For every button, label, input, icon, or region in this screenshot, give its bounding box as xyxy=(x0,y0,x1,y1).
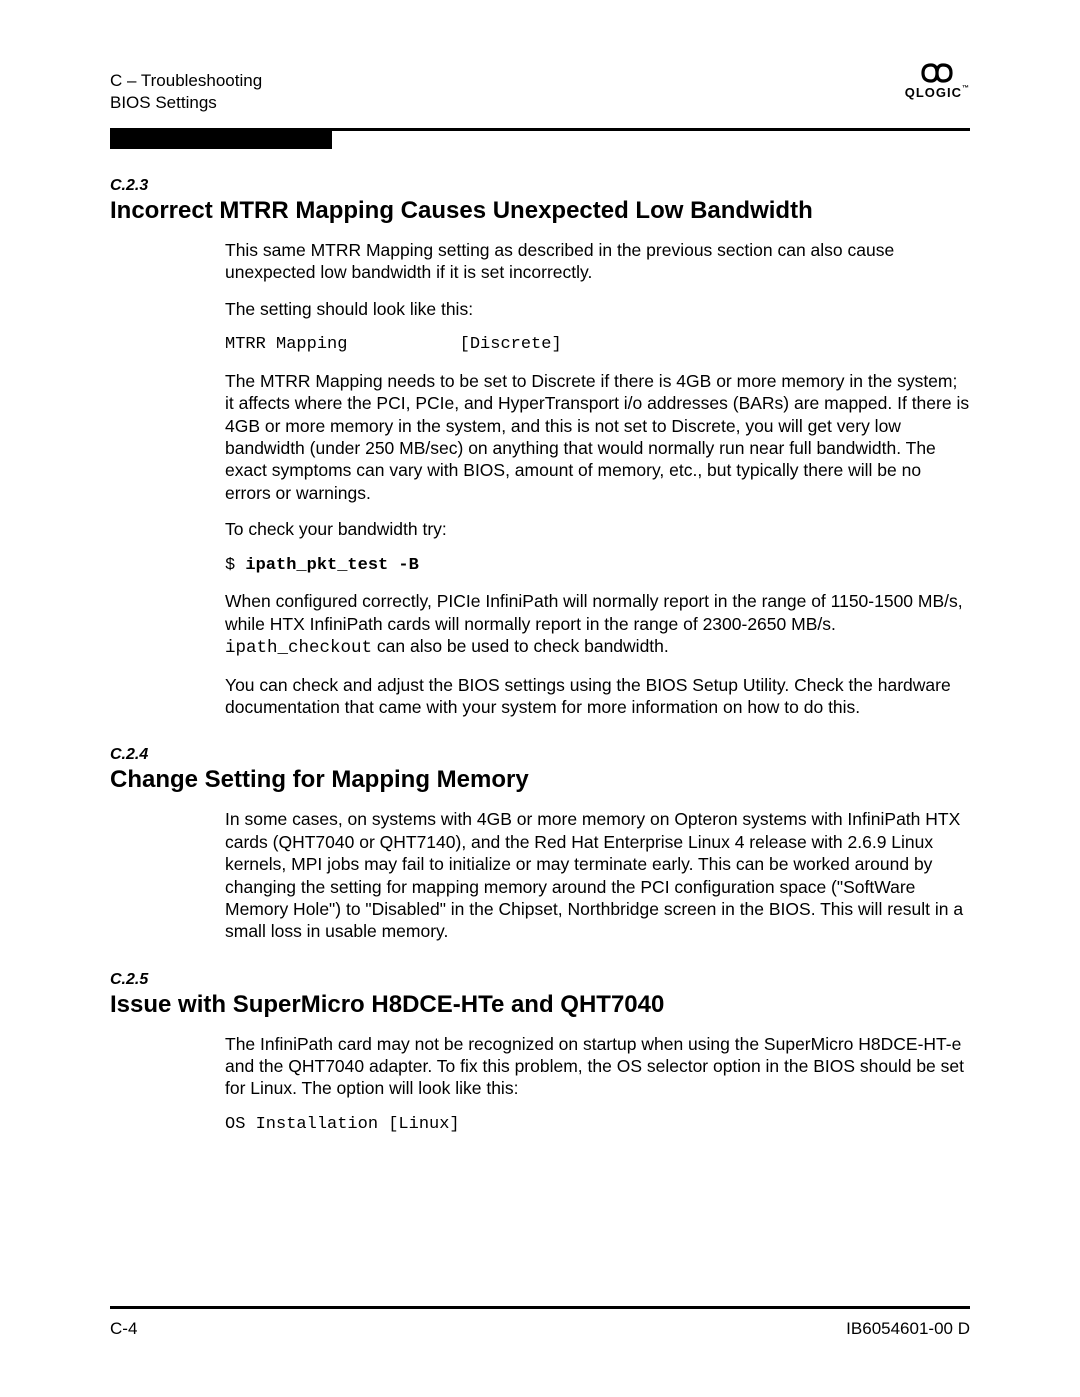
code-block: $ ipath_pkt_test -B xyxy=(225,555,970,577)
paragraph: The InfiniPath card may not be recognize… xyxy=(225,1033,970,1100)
redaction-bar xyxy=(110,131,332,149)
paragraph: In some cases, on systems with 4GB or mo… xyxy=(225,808,970,942)
code-block: MTRR Mapping [Discrete] xyxy=(225,334,970,356)
section-title: Issue with SuperMicro H8DCE-HTe and QHT7… xyxy=(110,991,970,1019)
footer-rule xyxy=(110,1306,970,1309)
logo-text: QLOGIC™ xyxy=(905,85,970,100)
page-header: C – Troubleshooting BIOS Settings QLOGIC… xyxy=(110,70,970,120)
section-c24: C.2.4 Change Setting for Mapping Memory … xyxy=(110,746,970,942)
section-content: This same MTRR Mapping setting as descri… xyxy=(225,239,970,718)
paragraph: The setting should look like this: xyxy=(225,298,970,320)
paragraph: When configured correctly, PICIe InfiniP… xyxy=(225,590,970,659)
document-id: IB6054601-00 D xyxy=(846,1319,970,1339)
paragraph: You can check and adjust the BIOS settin… xyxy=(225,674,970,719)
logo: QLOGIC™ xyxy=(905,62,970,100)
header-line1: C – Troubleshooting xyxy=(110,70,970,92)
section-c23: C.2.3 Incorrect MTRR Mapping Causes Unex… xyxy=(110,177,970,718)
header-line2: BIOS Settings xyxy=(110,92,970,114)
section-title: Change Setting for Mapping Memory xyxy=(110,766,970,794)
code-block: OS Installation [Linux] xyxy=(225,1114,970,1136)
paragraph: This same MTRR Mapping setting as descri… xyxy=(225,239,970,284)
section-number: C.2.3 xyxy=(110,177,970,195)
paragraph: The MTRR Mapping needs to be set to Disc… xyxy=(225,370,970,504)
section-number: C.2.4 xyxy=(110,746,970,764)
section-content: In some cases, on systems with 4GB or mo… xyxy=(225,808,970,942)
section-number: C.2.5 xyxy=(110,971,970,989)
section-content: The InfiniPath card may not be recognize… xyxy=(225,1033,970,1136)
page-number: C-4 xyxy=(110,1319,137,1339)
logo-icon xyxy=(905,62,970,84)
section-title: Incorrect MTRR Mapping Causes Unexpected… xyxy=(110,197,970,225)
header-breadcrumb: C – Troubleshooting BIOS Settings xyxy=(110,70,970,114)
paragraph: To check your bandwidth try: xyxy=(225,518,970,540)
section-c25: C.2.5 Issue with SuperMicro H8DCE-HTe an… xyxy=(110,971,970,1136)
page-footer: C-4 IB6054601-00 D xyxy=(110,1306,970,1339)
